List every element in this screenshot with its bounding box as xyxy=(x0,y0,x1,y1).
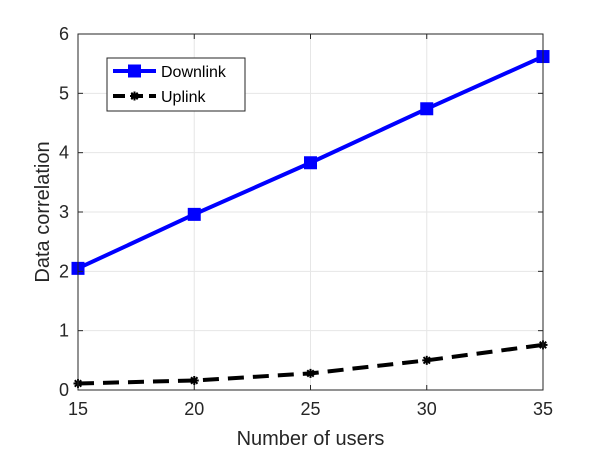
downlink-marker xyxy=(187,207,201,221)
legend-marker-uplink xyxy=(130,91,139,101)
y-tick-label: 3 xyxy=(59,202,69,222)
downlink-marker xyxy=(420,102,434,116)
y-tick-label: 1 xyxy=(59,321,69,341)
x-tick-label: 30 xyxy=(417,399,437,419)
x-tick-label: 35 xyxy=(533,399,553,419)
legend-label-uplink: Uplink xyxy=(161,89,206,106)
x-tick-label: 20 xyxy=(184,399,204,419)
legend-item-downlink: Downlink xyxy=(113,64,227,81)
legend: Downlink Uplink xyxy=(106,57,246,112)
uplink-marker xyxy=(306,368,315,378)
legend-marker-downlink xyxy=(128,64,141,78)
y-tick-label: 2 xyxy=(59,261,69,281)
y-tick-label: 0 xyxy=(59,380,69,400)
downlink-series xyxy=(71,50,550,275)
axis-ticks: 15 20 25 30 35 0 1 2 3 4 5 6 xyxy=(59,24,553,419)
uplink-marker xyxy=(189,376,199,386)
legend-item-uplink: Uplink xyxy=(113,89,206,106)
x-tick-label: 15 xyxy=(68,399,88,419)
y-tick-label: 6 xyxy=(59,24,69,44)
y-axis-title: Data correlation xyxy=(32,141,54,282)
downlink-marker xyxy=(304,156,317,170)
legend-label-downlink: Downlink xyxy=(161,64,227,81)
y-tick-label: 4 xyxy=(59,143,69,163)
uplink-marker xyxy=(422,355,432,365)
x-tick-label: 25 xyxy=(300,399,320,419)
x-axis-title: Number of users xyxy=(237,428,385,450)
y-tick-label: 5 xyxy=(59,83,69,103)
uplink-series xyxy=(73,340,548,388)
series-layer xyxy=(71,50,550,388)
legend-items: Downlink Uplink xyxy=(113,64,227,106)
